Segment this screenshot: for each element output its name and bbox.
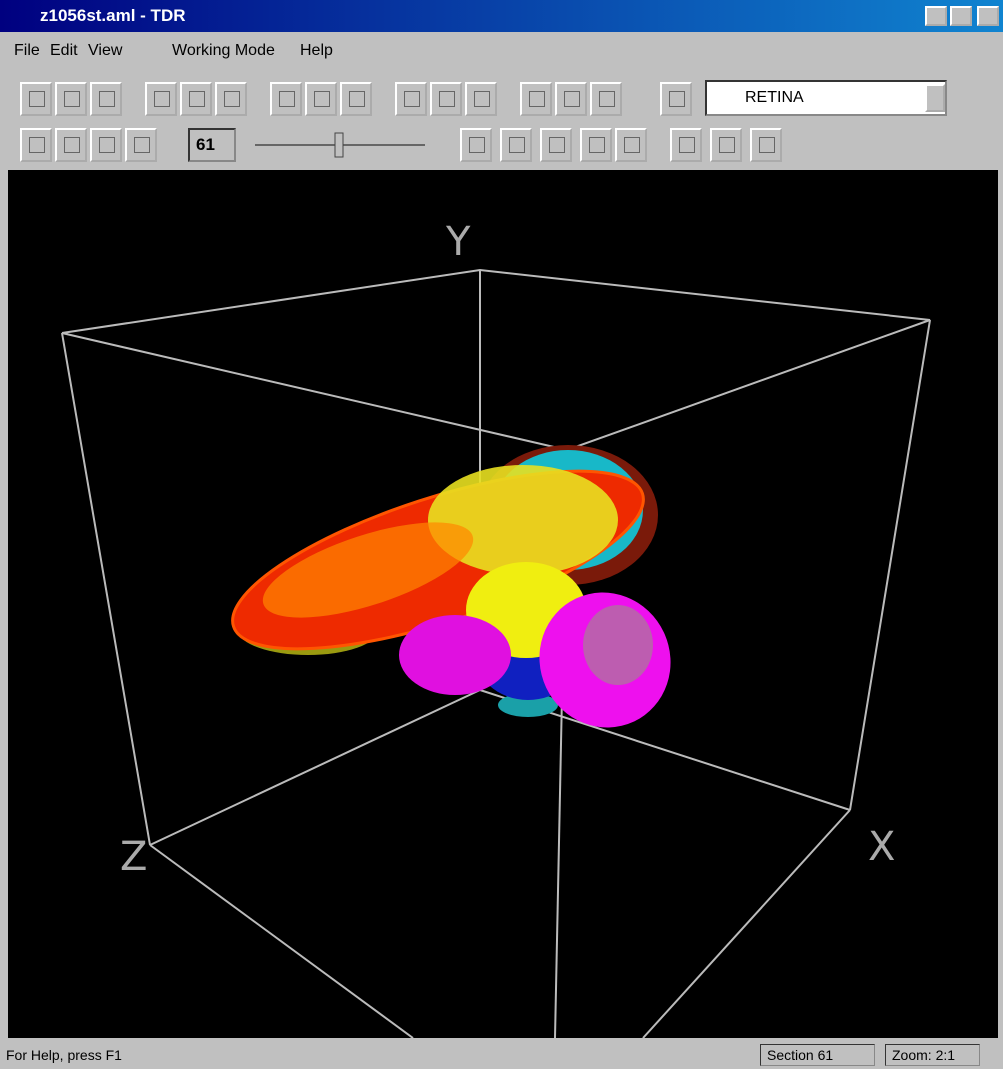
toolbar-button[interactable] [55,128,87,162]
close-button[interactable] [977,6,999,26]
toolbar-button[interactable] [270,82,302,116]
box-top [61,268,931,452]
mesh [498,693,558,717]
toolbar-button[interactable] [395,82,427,116]
status-help: For Help, press F1 [6,1047,122,1063]
mesh [428,465,618,575]
toolbar-button[interactable] [90,128,122,162]
box-edge [149,844,414,1039]
toolbar-button[interactable] [340,82,372,116]
box-edge [61,332,151,846]
toolbar-button[interactable] [520,82,552,116]
structure-name: RETINA [745,89,804,106]
toolbar-button[interactable] [710,128,742,162]
box-edge [849,319,931,811]
toolbar-button[interactable] [670,128,702,162]
slider-thumb[interactable] [334,132,344,158]
brain-model [231,445,671,728]
toolbar-button[interactable] [555,82,587,116]
menu-item[interactable]: Help [300,42,333,59]
toolbar-button[interactable] [20,128,52,162]
mesh [262,522,474,618]
toolbar-button[interactable] [305,82,337,116]
menu-item[interactable]: View [88,42,123,59]
combo-arrow[interactable] [925,84,945,112]
structure-combo[interactable]: RETINA [705,80,947,116]
section-slider[interactable] [250,130,430,160]
toolbar-button[interactable] [90,82,122,116]
menu-item[interactable]: File [14,42,40,59]
status-section: Section 61 [760,1044,875,1066]
toolbar-button[interactable] [465,82,497,116]
toolbar-button[interactable] [580,128,612,162]
menu-item[interactable]: Working Mode [172,42,275,59]
box-edge [642,809,851,1039]
maximize-button[interactable] [950,6,972,26]
mesh [399,615,511,695]
toolbar-button[interactable] [125,128,157,162]
toolbar-button[interactable] [20,82,52,116]
bounding-box [61,268,931,1039]
status-zoom: Zoom: 2:1 [885,1044,980,1066]
toolbar-button[interactable] [55,82,87,116]
axis-label-y: Y [445,219,471,265]
toolbar-button[interactable] [660,82,692,116]
scene: Y Z X [61,219,931,1039]
toolbar-button[interactable] [500,128,532,162]
axis-label-z: Z [120,834,147,880]
toolbar-button[interactable] [215,82,247,116]
box-edge [149,689,481,846]
window-title: z1056st.aml - TDR [40,6,186,25]
menu-item[interactable]: Edit [50,42,78,59]
section-box[interactable]: 61 [188,128,236,162]
viewport: Y Z X [8,170,998,1039]
status-bar: For Help, press F1 Section 61 Zoom: 2:1 [0,1040,1003,1069]
minimize-button[interactable] [925,6,947,26]
axis-label-x: X [868,824,895,870]
title-bar: z1056st.aml - TDR [0,0,1003,32]
toolbar-button[interactable] [180,82,212,116]
toolbar-button[interactable] [615,128,647,162]
mesh [583,605,653,685]
toolbar-button[interactable] [460,128,492,162]
toolbar-button[interactable] [750,128,782,162]
toolbar-button[interactable] [145,82,177,116]
toolbar-button[interactable] [430,82,462,116]
section-value: 61 [196,135,215,154]
toolbar-button[interactable] [590,82,622,116]
toolbar-button[interactable] [540,128,572,162]
